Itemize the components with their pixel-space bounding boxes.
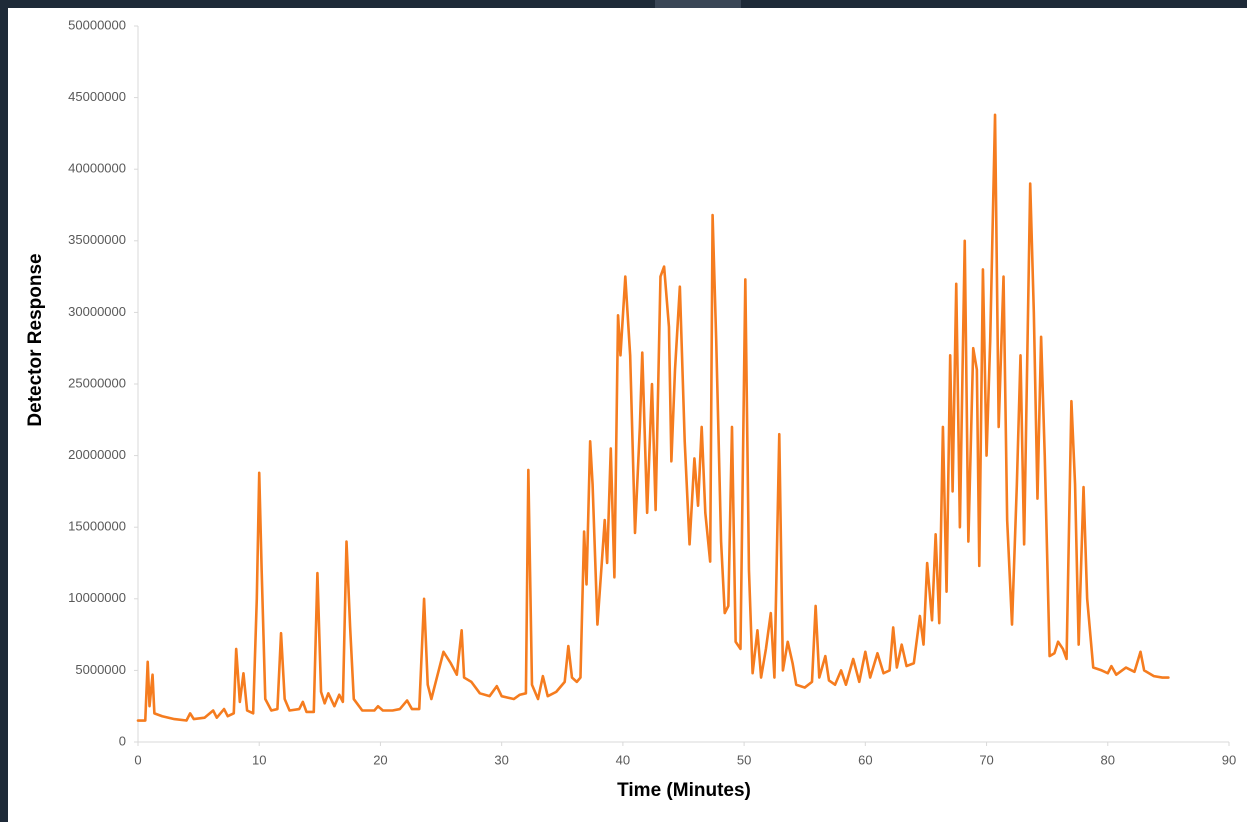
y-tick-label: 30000000 (68, 304, 126, 319)
x-tick-label: 70 (979, 752, 993, 767)
x-tick-label: 30 (494, 752, 508, 767)
x-tick-label: 50 (737, 752, 751, 767)
y-axis-title: Detector Response (25, 253, 46, 426)
y-tick-label: 45000000 (68, 89, 126, 104)
x-tick-label: 80 (1101, 752, 1115, 767)
x-tick-label: 0 (134, 752, 141, 767)
y-tick-label: 10000000 (68, 590, 126, 605)
x-tick-label: 20 (373, 752, 387, 767)
x-tick-label: 60 (858, 752, 872, 767)
x-tick-label: 10 (252, 752, 266, 767)
x-tick-label: 90 (1222, 752, 1236, 767)
y-tick-label: 25000000 (68, 375, 126, 390)
x-axis-title: Time (Minutes) (617, 780, 751, 801)
y-tick-label: 15000000 (68, 519, 126, 534)
y-tick-label: 40000000 (68, 161, 126, 176)
chart: Time (Minutes) Detector Response 0 500000… (8, 8, 1247, 822)
y-tick-label: 0 (119, 733, 126, 748)
y-tick-label: 35000000 (68, 232, 126, 247)
data-line (136, 113, 1170, 722)
x-tick-label: 40 (616, 752, 630, 767)
y-tick-label: 20000000 (68, 447, 126, 462)
y-tick-label: 5000000 (75, 662, 126, 677)
y-tick-label: 50000000 (68, 17, 126, 32)
frame-highlight (655, 0, 741, 8)
